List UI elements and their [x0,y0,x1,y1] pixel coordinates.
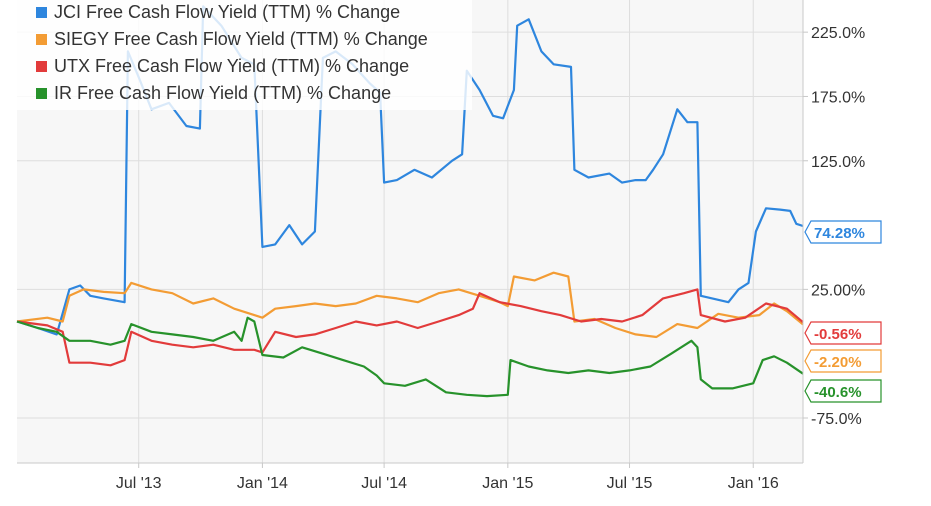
legend-background [17,0,472,110]
end-label-text: -2.20% [814,354,862,371]
legend-item-label: JCI Free Cash Flow Yield (TTM) % Change [54,2,400,22]
y-tick-label: 225.0% [811,25,865,42]
legend-item-label: UTX Free Cash Flow Yield (TTM) % Change [54,56,409,76]
legend-swatch [36,88,47,99]
y-tick-label: 125.0% [811,154,865,171]
legend-swatch [36,61,47,72]
x-axis-ticks: Jul '13 Jan '14 Jul '14 Jan '15 Jul '15 Jan '… [116,463,779,492]
x-tick-label: Jul '15 [607,475,653,492]
end-label-box [804,349,882,373]
x-tick-label: Jul '13 [116,475,162,492]
series-line [16,316,804,398]
legend-swatch [36,34,47,45]
series-line [16,271,804,339]
end-label: -0.56% [804,321,882,345]
end-label: -2.20% [804,349,882,373]
end-labels: 74.28% -0.56% -2.20% -40.6% [804,220,882,403]
legend-swatch [36,7,47,18]
legend-item-label: SIEGY Free Cash Flow Yield (TTM) % Chang… [54,29,428,49]
end-label-text: -40.6% [814,384,862,401]
y-axis-ticks: 225.0% 175.0% 125.0% 25.00% -75.0% [803,25,865,428]
end-label-box [804,321,882,345]
series-line [16,288,804,367]
x-tick-label: Jan '16 [728,475,779,492]
end-label: -40.6% [804,379,882,403]
end-label-box [804,379,882,403]
y-tick-label: 175.0% [811,89,865,106]
legend-item-label: IR Free Cash Flow Yield (TTM) % Change [54,83,391,103]
x-tick-label: Jan '14 [237,475,288,492]
x-tick-label: Jan '15 [482,475,533,492]
legend: JCI Free Cash Flow Yield (TTM) % Change S… [17,0,472,110]
end-label-box [804,220,882,244]
end-label-text: 74.28% [814,225,865,242]
end-label: 74.28% [804,220,882,244]
x-tick-label: Jul '14 [361,475,407,492]
y-tick-label: -75.0% [811,411,862,428]
y-tick-label: 25.00% [811,282,865,299]
end-label-text: -0.56% [814,326,862,343]
